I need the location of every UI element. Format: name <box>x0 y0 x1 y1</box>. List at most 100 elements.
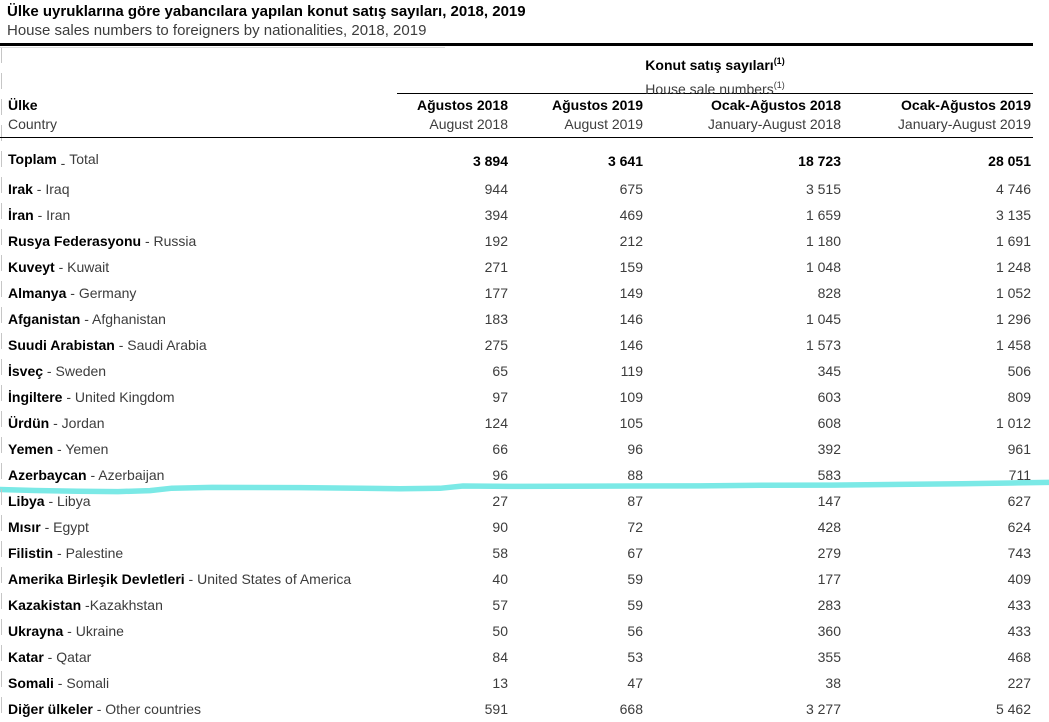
column-header-turkish: Ocak-Ağustos 2018 <box>711 97 841 113</box>
value-january-august-2018: 3 277 <box>805 701 841 717</box>
country-name-english: Total <box>69 151 99 167</box>
country-cell: Suudi Arabistan - Saudi Arabia <box>0 337 397 353</box>
country-name-english: Somali <box>66 675 110 691</box>
table-row: Filistin - Palestine 58 67 279 743 <box>0 540 1033 566</box>
value-august-2019: 469 <box>619 207 643 223</box>
column-header-turkish: Ocak-Ağustos 2019 <box>901 97 1031 113</box>
country-name-turkish: İngiltere <box>8 389 63 405</box>
country-name-english: Yemen <box>65 441 109 457</box>
value-august-2019: 668 <box>619 701 643 717</box>
country-separator: - <box>66 285 79 301</box>
country-separator: - <box>86 467 99 483</box>
country-separator: - <box>43 649 57 665</box>
table-row: Afganistan - Afghanistan 183 146 1 045 1… <box>0 306 1033 332</box>
footnote-marker: (1) <box>773 56 785 66</box>
country-name-turkish: Yemen <box>8 441 54 457</box>
column-header-turkish: Ağustos 2018 <box>416 97 508 113</box>
country-cell: Azerbaycan - Azerbaijan <box>0 467 397 483</box>
country-cell: Afganistan - Afghanistan <box>0 311 397 327</box>
table-row: Toplam - Total 3 894 3 641 18 723 28 051 <box>0 146 1033 176</box>
value-august-2018: 84 <box>492 649 508 665</box>
country-name-turkish: Irak <box>8 181 33 197</box>
country-cell: Yemen - Yemen <box>0 441 397 457</box>
country-name-english: Kazakhstan <box>89 597 163 613</box>
column-header-august-2019: Ağustos 2019 August 2019 <box>510 96 645 137</box>
value-january-august-2018: 18 723 <box>798 153 841 169</box>
group-header-turkish: Konut satış sayıları(1) <box>397 51 1033 75</box>
value-august-2018: 58 <box>492 545 508 561</box>
country-name-english: Azerbaijan <box>98 467 165 483</box>
country-name-turkish: İsveç <box>8 363 44 379</box>
value-january-august-2018: 3 515 <box>805 181 841 197</box>
faint-gridline <box>0 47 445 48</box>
value-january-august-2018: 603 <box>817 389 841 405</box>
value-august-2018: 177 <box>484 285 508 301</box>
value-august-2018: 192 <box>484 233 508 249</box>
country-name-english: Jordan <box>61 415 105 431</box>
group-header: Konut satış sayıları(1) House sale numbe… <box>397 46 1033 97</box>
title-block: Ülke uyruklarına göre yabancılara yapıla… <box>0 0 1049 41</box>
country-name-turkish: Rusya Federasyonu <box>8 233 142 249</box>
table-row: Diğer ülkeler - Other countries 591 668 … <box>0 696 1033 722</box>
country-separator: - <box>81 597 90 613</box>
value-january-august-2019: 409 <box>1007 571 1031 587</box>
value-august-2018: 275 <box>484 337 508 353</box>
country-cell: Rusya Federasyonu - Russia <box>0 233 397 249</box>
table-row: Mısır - Egypt 90 72 428 624 <box>0 514 1033 540</box>
value-august-2019: 53 <box>627 649 643 665</box>
value-january-august-2018: 147 <box>817 493 841 509</box>
value-august-2019: 87 <box>627 493 643 509</box>
country-name-english: Iraq <box>45 181 70 197</box>
country-name-turkish: Amerika Birleşik Devletleri <box>8 571 185 587</box>
value-august-2019: 159 <box>619 259 643 275</box>
value-august-2018: 66 <box>492 441 508 457</box>
country-separator: - <box>53 675 67 691</box>
table-row: Suudi Arabistan - Saudi Arabia 275 146 1… <box>0 332 1033 358</box>
value-january-august-2019: 28 051 <box>988 153 1031 169</box>
table-header: Konut satış sayıları(1) House sale numbe… <box>0 46 1033 138</box>
value-august-2018: 57 <box>492 597 508 613</box>
country-name-turkish: Katar <box>8 649 44 665</box>
country-name-english: Germany <box>78 285 137 301</box>
column-header-turkish: Ağustos 2019 <box>551 97 643 113</box>
value-january-august-2018: 392 <box>817 441 841 457</box>
value-january-august-2019: 5 462 <box>995 701 1031 717</box>
country-cell: Libya - Libya <box>0 493 397 509</box>
country-name-english: Egypt <box>53 519 89 535</box>
value-august-2018: 90 <box>492 519 508 535</box>
country-separator: - <box>184 571 198 587</box>
table-row: İsveç - Sweden 65 119 345 506 <box>0 358 1033 384</box>
country-separator: - <box>63 623 76 639</box>
value-january-august-2019: 809 <box>1007 389 1031 405</box>
value-january-august-2018: 177 <box>817 571 841 587</box>
value-january-august-2018: 345 <box>817 363 841 379</box>
value-january-august-2019: 624 <box>1007 519 1031 535</box>
value-august-2018: 50 <box>492 623 508 639</box>
value-january-august-2019: 506 <box>1007 363 1031 379</box>
value-january-august-2018: 1 048 <box>805 259 841 275</box>
table-row: İran - Iran 394 469 1 659 3 135 <box>0 202 1033 228</box>
value-january-august-2018: 608 <box>817 415 841 431</box>
value-august-2019: 212 <box>619 233 643 249</box>
country-name-english: Kuwait <box>67 259 110 275</box>
value-august-2018: 97 <box>492 389 508 405</box>
column-header-row: Ülke Country Ağustos 2018 August 2018 Ağ… <box>0 94 1033 138</box>
table-row: Kuveyt - Kuwait 271 159 1 048 1 248 <box>0 254 1033 280</box>
country-name-turkish: İran <box>8 207 34 223</box>
value-august-2019: 675 <box>619 181 643 197</box>
page-title-turkish: Ülke uyruklarına göre yabancılara yapıla… <box>7 3 526 20</box>
stub-header-english: Country <box>8 116 58 132</box>
value-august-2019: 146 <box>619 337 643 353</box>
value-august-2019: 119 <box>620 363 643 379</box>
country-cell: Diğer ülkeler - Other countries <box>0 701 397 717</box>
value-august-2018: 394 <box>484 207 508 223</box>
country-name-turkish: Ukrayna <box>8 623 64 639</box>
country-cell: Katar - Qatar <box>0 649 397 665</box>
country-cell: Kazakistan -Kazakhstan <box>0 597 397 613</box>
value-august-2019: 105 <box>619 415 643 431</box>
country-cell: Mısır - Egypt <box>0 519 397 535</box>
country-separator: - <box>141 233 154 249</box>
country-separator: - <box>40 519 54 535</box>
country-cell: Filistin - Palestine <box>0 545 397 561</box>
value-january-august-2019: 1 248 <box>995 259 1031 275</box>
